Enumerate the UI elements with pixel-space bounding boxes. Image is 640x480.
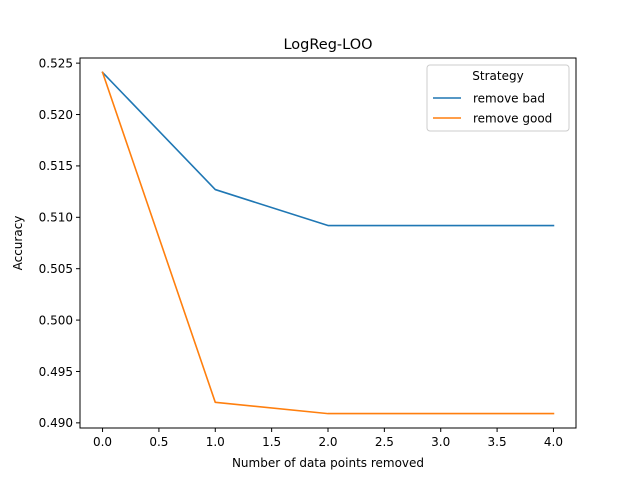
x-axis: 0.0 0.5 1.0 1.5 2.0 2.5 3.0 3.5 4.0: [93, 428, 563, 449]
y-tick-label: 0.520: [39, 108, 73, 122]
y-axis-label: Accuracy: [11, 216, 25, 271]
x-tick-label: 0.5: [149, 435, 168, 449]
x-tick-label: 2.5: [375, 435, 394, 449]
x-tick-label: 3.0: [431, 435, 450, 449]
y-tick-label: 0.500: [39, 313, 73, 327]
y-axis: 0.490 0.495 0.500 0.505 0.510 0.515 0.520 0.525: [39, 56, 80, 430]
series-line-0: [101, 71, 555, 227]
x-tick-label: 4.0: [544, 435, 563, 449]
legend-title: Strategy: [472, 69, 523, 83]
x-tick-label: 1.5: [262, 435, 281, 449]
chart-title: LogReg-LOO: [283, 37, 372, 53]
x-axis-label: Number of data points removed: [232, 456, 424, 470]
y-tick-label: 0.515: [39, 159, 73, 173]
series-layer: [101, 71, 555, 415]
y-tick-label: 0.505: [39, 262, 73, 276]
y-tick-label: 0.490: [39, 416, 73, 430]
legend-label: remove bad: [473, 91, 545, 105]
legend: Strategy remove bad remove good: [426, 64, 570, 132]
x-tick-label: 2.0: [318, 435, 337, 449]
legend-box: [426, 64, 570, 132]
y-tick-label: 0.495: [39, 365, 73, 379]
series-line-1: [101, 71, 555, 415]
x-tick-label: 3.5: [488, 435, 507, 449]
x-tick-label: 0.0: [93, 435, 112, 449]
y-tick-label: 0.510: [39, 211, 73, 225]
legend-label: remove good: [473, 111, 552, 125]
x-tick-label: 1.0: [206, 435, 225, 449]
y-tick-label: 0.525: [39, 56, 73, 70]
